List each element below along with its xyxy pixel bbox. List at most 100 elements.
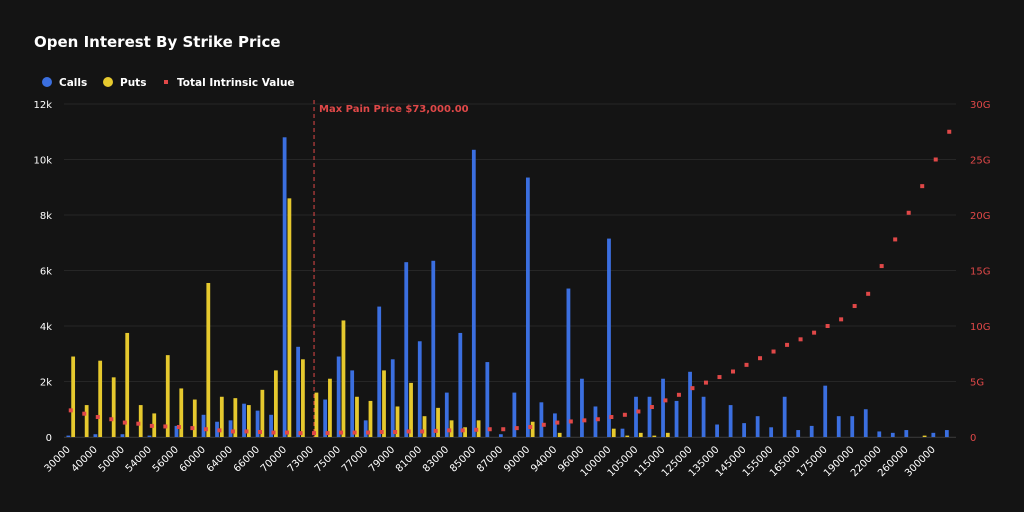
bar-calls[interactable] — [269, 414, 273, 437]
intrinsic-point[interactable] — [474, 427, 479, 432]
bar-puts[interactable] — [219, 396, 224, 437]
bar-puts[interactable] — [922, 435, 927, 437]
intrinsic-point[interactable] — [109, 417, 114, 422]
bar-calls[interactable] — [431, 260, 436, 437]
bar-puts[interactable] — [273, 370, 278, 437]
intrinsic-point[interactable] — [717, 375, 722, 380]
bar-calls[interactable] — [471, 149, 476, 437]
bar-puts[interactable] — [422, 416, 427, 437]
bar-calls[interactable] — [512, 392, 517, 437]
intrinsic-point[interactable] — [136, 421, 141, 426]
bar-calls[interactable] — [458, 332, 463, 437]
intrinsic-point[interactable] — [825, 324, 830, 328]
bar-calls[interactable] — [174, 425, 179, 437]
bar-calls[interactable] — [755, 416, 760, 437]
bar-puts[interactable] — [341, 320, 346, 437]
bar-calls[interactable] — [742, 423, 747, 437]
intrinsic-point[interactable] — [163, 424, 168, 429]
intrinsic-point[interactable] — [352, 430, 357, 435]
bar-puts[interactable] — [206, 282, 211, 437]
intrinsic-point[interactable] — [703, 380, 708, 385]
bar-puts[interactable] — [179, 388, 184, 437]
bar-puts[interactable] — [530, 421, 535, 437]
intrinsic-point[interactable] — [758, 356, 763, 361]
bar-puts[interactable] — [233, 398, 238, 437]
intrinsic-point[interactable] — [393, 430, 398, 435]
bar-calls[interactable] — [66, 435, 71, 437]
intrinsic-point[interactable] — [95, 415, 100, 420]
bar-calls[interactable] — [282, 137, 287, 438]
bar-calls[interactable] — [215, 421, 219, 437]
bar-puts[interactable] — [71, 356, 76, 437]
intrinsic-point[interactable] — [555, 420, 560, 425]
intrinsic-point[interactable] — [298, 431, 303, 436]
bar-calls[interactable] — [147, 435, 152, 437]
bar-calls[interactable] — [323, 399, 328, 437]
bar-puts[interactable] — [98, 360, 103, 437]
intrinsic-point[interactable] — [406, 429, 411, 434]
intrinsic-point[interactable] — [541, 422, 546, 427]
intrinsic-point[interactable] — [920, 184, 925, 189]
bar-calls[interactable] — [674, 400, 679, 437]
bar-puts[interactable] — [84, 405, 89, 437]
intrinsic-point[interactable] — [230, 429, 235, 434]
intrinsic-point[interactable] — [149, 423, 154, 428]
bar-puts[interactable] — [328, 378, 332, 437]
bar-calls[interactable] — [701, 396, 706, 437]
bar-calls[interactable] — [904, 430, 909, 437]
bar-calls[interactable] — [539, 402, 544, 437]
bar-puts[interactable] — [611, 428, 616, 437]
bar-calls[interactable] — [850, 416, 855, 437]
intrinsic-point[interactable] — [487, 427, 492, 432]
bar-calls[interactable] — [350, 370, 355, 437]
intrinsic-point[interactable] — [649, 405, 654, 410]
intrinsic-point[interactable] — [839, 317, 844, 322]
bar-puts[interactable] — [301, 359, 305, 437]
bar-puts[interactable] — [138, 405, 143, 437]
bar-calls[interactable] — [688, 371, 692, 437]
bar-calls[interactable] — [201, 414, 206, 437]
bar-calls[interactable] — [525, 177, 530, 437]
intrinsic-point[interactable] — [325, 431, 330, 436]
bar-calls[interactable] — [363, 420, 368, 437]
bar-calls[interactable] — [715, 424, 719, 437]
legend-item-calls[interactable]: Calls — [42, 77, 87, 89]
intrinsic-point[interactable] — [568, 419, 573, 424]
bar-puts[interactable] — [287, 198, 292, 437]
bar-puts[interactable] — [246, 405, 251, 437]
bar-calls[interactable] — [120, 434, 125, 437]
intrinsic-point[interactable] — [663, 398, 668, 403]
bar-calls[interactable] — [647, 396, 652, 437]
bar-puts[interactable] — [165, 355, 170, 437]
bar-calls[interactable] — [782, 396, 787, 437]
intrinsic-point[interactable] — [176, 425, 181, 430]
bar-calls[interactable] — [566, 288, 571, 437]
bar-calls[interactable] — [255, 410, 260, 437]
intrinsic-point[interactable] — [244, 429, 249, 434]
intrinsic-point[interactable] — [933, 157, 938, 162]
intrinsic-point[interactable] — [122, 420, 127, 425]
intrinsic-point[interactable] — [947, 129, 952, 134]
intrinsic-point[interactable] — [906, 210, 911, 215]
bar-puts[interactable] — [192, 399, 197, 437]
intrinsic-point[interactable] — [514, 426, 519, 431]
intrinsic-point[interactable] — [866, 291, 871, 296]
bar-puts[interactable] — [449, 420, 454, 437]
intrinsic-point[interactable] — [339, 430, 344, 435]
intrinsic-point[interactable] — [812, 330, 817, 335]
bar-puts[interactable] — [652, 435, 657, 437]
bar-puts[interactable] — [638, 432, 643, 437]
intrinsic-point[interactable] — [798, 337, 803, 342]
bar-puts[interactable] — [368, 400, 373, 437]
bar-calls[interactable] — [498, 434, 503, 437]
bar-calls[interactable] — [890, 432, 895, 437]
intrinsic-point[interactable] — [731, 369, 735, 374]
bar-puts[interactable] — [436, 407, 440, 437]
intrinsic-point[interactable] — [879, 264, 884, 269]
bar-calls[interactable] — [242, 403, 246, 437]
bar-calls[interactable] — [580, 378, 584, 437]
intrinsic-point[interactable] — [420, 429, 425, 434]
bar-puts[interactable] — [111, 377, 116, 437]
bar-calls[interactable] — [607, 238, 611, 437]
bar-calls[interactable] — [728, 405, 733, 437]
